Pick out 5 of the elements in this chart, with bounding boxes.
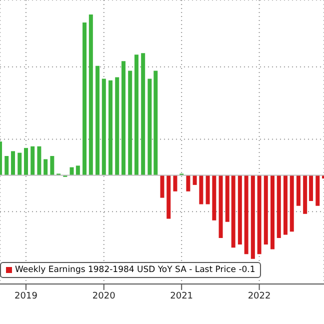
x-tick-label: 2020 <box>92 291 116 302</box>
x-tick-label: 2019 <box>14 291 38 302</box>
x-tick-label: 2022 <box>248 291 271 302</box>
x-tick-label: 2021 <box>170 291 194 302</box>
legend-label: Weekly Earnings 1982-1984 USD YoY SA - Last Price -0.1 <box>15 265 256 275</box>
